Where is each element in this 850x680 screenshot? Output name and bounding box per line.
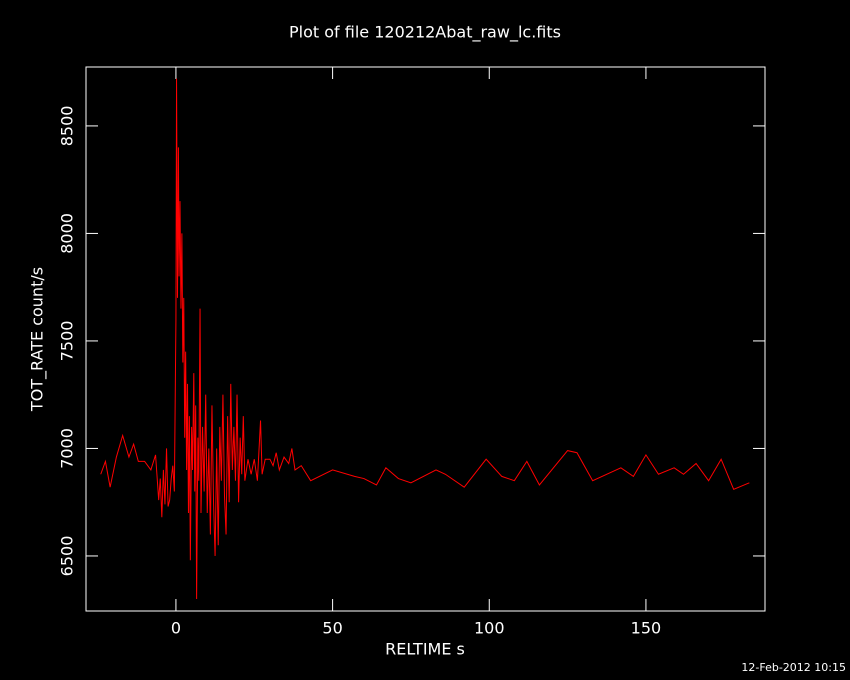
x-axis-label: RELTIME s (385, 640, 465, 659)
y-tick-label: 8500 (58, 106, 77, 147)
y-tick-label: 6500 (58, 536, 77, 577)
chart-title: Plot of file 120212Abat_raw_lc.fits (289, 23, 561, 43)
plot-frame (85, 66, 766, 612)
light-curve (100, 78, 750, 599)
y-tick-label: 7000 (58, 428, 77, 469)
x-tick-label: 100 (474, 619, 505, 638)
x-tick-label: 150 (631, 619, 662, 638)
y-axis-label: TOT_RATE count/s (28, 267, 48, 412)
footer: 12-Feb-2012 10:15 (741, 661, 846, 674)
x-tick-label: 0 (171, 619, 181, 638)
y-tick-label: 7500 (58, 321, 77, 362)
y-tick-label: 8000 (58, 213, 77, 254)
x-tick-label: 50 (322, 619, 342, 638)
